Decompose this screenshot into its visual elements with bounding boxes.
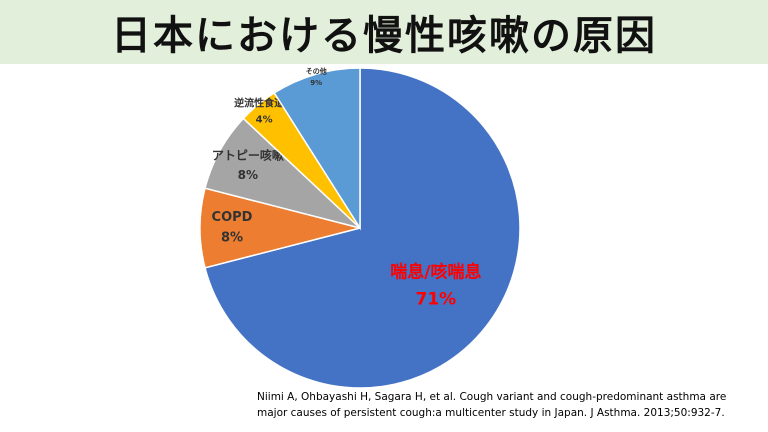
slice-label-1: COPD: [212, 210, 253, 225]
slice-label-0: 喘息/咳喘息: [390, 261, 481, 282]
citation-line-1: Niimi A, Ohbayashi H, Sagara H, et al. C…: [257, 391, 727, 403]
slice-value-2: 8%: [238, 168, 258, 182]
citation: Niimi A, Ohbayashi H, Sagara H, et al. C…: [257, 389, 762, 421]
slice-value-0: 71%: [416, 290, 457, 310]
slice-value-4: 9%: [310, 79, 322, 87]
page-title: 日本における慢性咳嗽の原因: [111, 13, 657, 59]
slice-value-1: 8%: [221, 231, 243, 246]
slice-label-2: アトピー咳嗽: [212, 148, 284, 163]
citation-line-2: major causes of persistent cough:a multi…: [257, 407, 725, 419]
slice-label-4: その他: [306, 67, 327, 76]
pie-slice-4: [273, 67, 361, 231]
pie-slice-0: [204, 67, 521, 389]
slice-value-3: 4%: [256, 115, 273, 126]
title-banner: 日本における慢性咳嗽の原因: [0, 0, 768, 64]
